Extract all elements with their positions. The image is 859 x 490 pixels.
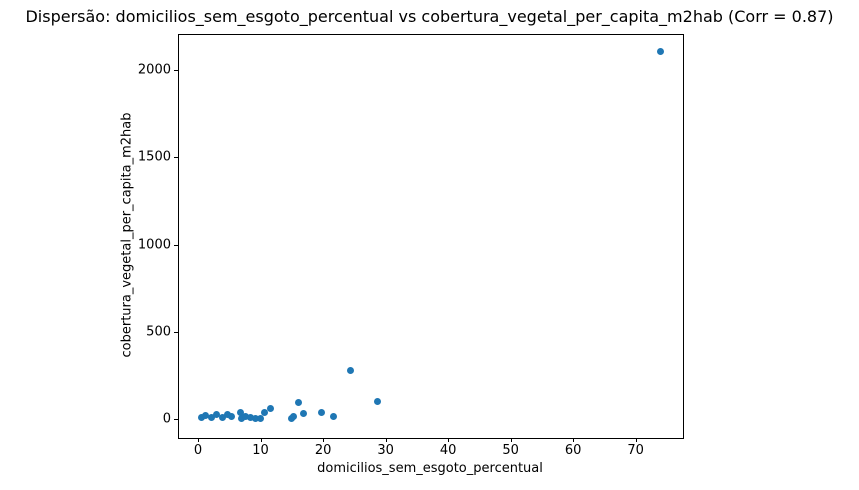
data-point (318, 409, 326, 417)
data-point (330, 412, 338, 420)
data-point (267, 405, 274, 413)
x-tick-label: 60 (564, 443, 582, 458)
y-tick-mark (174, 70, 178, 71)
y-tick-mark (174, 244, 178, 246)
data-point (247, 413, 254, 421)
data-point (223, 411, 231, 419)
data-point (257, 414, 264, 422)
x-tick-mark (635, 438, 637, 442)
x-tick-mark (323, 438, 325, 442)
x-tick-mark (510, 438, 512, 442)
data-point (202, 412, 209, 419)
data-point (260, 409, 268, 417)
data-point (218, 413, 226, 421)
data-point (227, 413, 235, 421)
x-tick-mark (260, 438, 262, 442)
data-point (213, 410, 221, 418)
data-point (657, 48, 665, 56)
x-tick-mark (198, 438, 199, 442)
plot-area (178, 34, 684, 439)
y-tick-mark (174, 157, 178, 159)
data-point (374, 398, 381, 406)
x-tick-mark (448, 438, 450, 442)
y-tick-label: 2000 (137, 62, 171, 78)
x-tick-label: 0 (193, 443, 203, 458)
data-point (294, 398, 302, 406)
y-tick-mark (174, 331, 178, 333)
data-point (290, 412, 298, 420)
x-tick-mark (385, 438, 387, 442)
y-tick-label: 1500 (137, 149, 171, 165)
x-tick-label: 70 (627, 443, 644, 458)
y-tick-mark (174, 419, 178, 420)
x-tick-label: 50 (502, 443, 519, 458)
data-point (197, 414, 205, 422)
data-point (237, 414, 245, 422)
x-tick-mark (573, 438, 575, 442)
y-tick-label: 500 (146, 324, 171, 340)
data-point (237, 408, 244, 416)
data-point (242, 413, 249, 421)
data-point (299, 410, 307, 418)
x-tick-label: 30 (377, 443, 394, 458)
data-point (347, 366, 355, 374)
y-tick-label: 0 (162, 411, 171, 427)
chart-title: Dispersão: domicilios_sem_esgoto_percent… (25, 7, 834, 26)
x-axis-label: domicilios_sem_esgoto_percentual (317, 461, 543, 476)
data-point (252, 415, 259, 423)
y-axis-label: cobertura_vegetal_per_capita_m2hab (119, 112, 135, 358)
y-tick-label: 1000 (137, 237, 171, 252)
x-tick-label: 40 (439, 443, 457, 458)
x-tick-label: 20 (314, 443, 332, 458)
data-point (208, 413, 216, 421)
x-tick-label: 10 (252, 443, 269, 458)
